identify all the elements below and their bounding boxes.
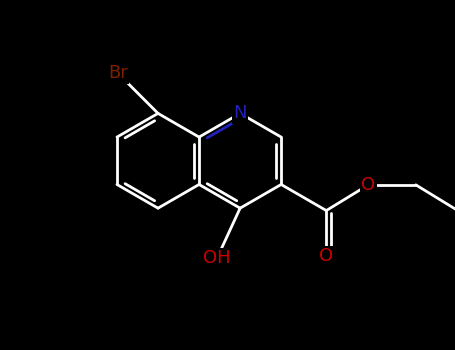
- Text: N: N: [233, 104, 247, 122]
- Text: OH: OH: [203, 249, 231, 267]
- Text: O: O: [361, 176, 375, 194]
- Text: Br: Br: [108, 64, 128, 82]
- Text: O: O: [319, 247, 334, 265]
